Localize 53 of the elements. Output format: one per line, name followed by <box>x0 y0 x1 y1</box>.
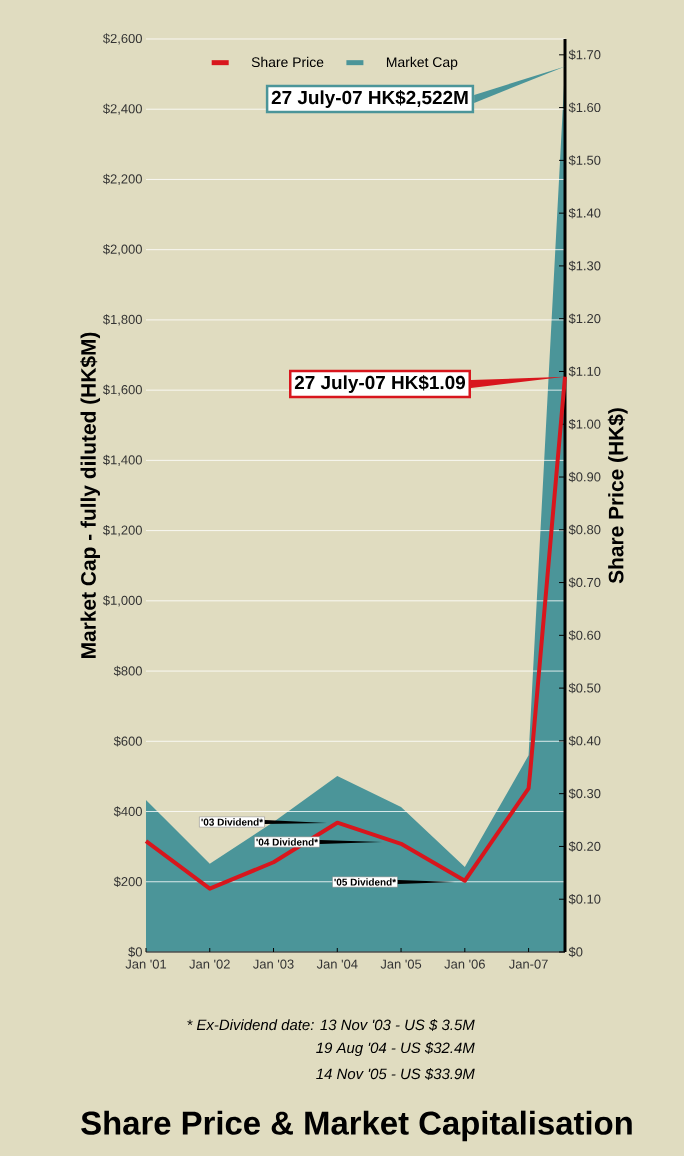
y-tick-label: $2,400 <box>103 103 142 115</box>
y2-tick-label: $0.80 <box>568 524 601 536</box>
y-tick-label: $600 <box>113 736 142 747</box>
y2-tick-label: $0.10 <box>568 893 601 905</box>
x-tick-label: Jan '04 <box>316 959 358 969</box>
y2-tick-label: $0.60 <box>568 630 601 641</box>
y-tick-label: $400 <box>113 806 142 817</box>
y2-tick-label: $0.40 <box>568 735 601 747</box>
y2-tick-label: $1.40 <box>568 207 601 219</box>
y2-tick-label: $0.50 <box>568 682 601 694</box>
x-tick-label: Jan '05 <box>380 959 422 969</box>
y-axis-title: Market Cap - fully diluted (HK$M) <box>80 332 101 658</box>
annotation: '05 Dividend* <box>334 878 397 886</box>
annotation: '04 Dividend* <box>256 838 319 846</box>
text: * Ex-Dividend date: 13 Nov '03 - US $ 3.5M <box>187 1018 475 1032</box>
x-tick-label: Jan '02 <box>189 959 230 969</box>
y-tick-label: $2,600 <box>103 33 142 45</box>
legend-label: Share Price <box>251 56 324 68</box>
y-tick-label: $1,800 <box>103 314 142 326</box>
x-tick-label: Jan '03 <box>253 959 294 969</box>
annotation: 27 July-07 HK$1.09 <box>294 375 466 393</box>
text: Share Price & Market Capitalisation <box>81 1110 632 1142</box>
y2-tick-label: $0 <box>568 946 583 958</box>
text: 14 Nov '05 - US $33.9M <box>316 1067 475 1081</box>
y2-tick-label: $1.60 <box>568 102 601 113</box>
y-tick-label: $2,000 <box>103 244 142 256</box>
text: 19 Aug '04 - US $32.4M <box>316 1041 475 1057</box>
y2-tick-label: $0.30 <box>568 788 601 799</box>
y2-tick-label: $0.90 <box>568 471 601 483</box>
annotation: 27 July-07 HK$2,522M <box>271 90 468 108</box>
x-tick-label: Jan-07 <box>508 959 548 969</box>
y2-tick-label: $1.50 <box>568 155 601 166</box>
y-tick-label: $200 <box>113 876 142 887</box>
y-tick-label: $800 <box>113 665 142 677</box>
y-tick-label: $1,200 <box>103 524 142 537</box>
y2-tick-label: $1.20 <box>568 313 601 324</box>
y2-tick-label: $0.70 <box>568 577 601 588</box>
y2-tick-label: $1.30 <box>568 260 601 272</box>
y2-axis-title: Share Price (HK$) <box>607 408 628 584</box>
x-tick-label: Jan '06 <box>444 959 485 969</box>
y-tick-label: $2,200 <box>103 173 142 186</box>
y2-tick-label: $1.70 <box>568 49 601 61</box>
legend-label: Market Cap <box>386 56 458 70</box>
y2-tick-label: $1.10 <box>568 366 601 377</box>
y-tick-label: $1,400 <box>103 454 142 466</box>
y2-tick-label: $1.00 <box>568 418 601 430</box>
y-tick-label: $1,600 <box>103 384 142 396</box>
y-tick-label: $1,000 <box>103 595 142 607</box>
x-tick-label: Jan '01 <box>125 959 167 969</box>
line-series <box>144 374 568 891</box>
annotation: '03 Dividend* <box>201 818 264 826</box>
y2-tick-label: $0.20 <box>568 841 601 852</box>
y-tick-label: $0 <box>128 946 142 958</box>
